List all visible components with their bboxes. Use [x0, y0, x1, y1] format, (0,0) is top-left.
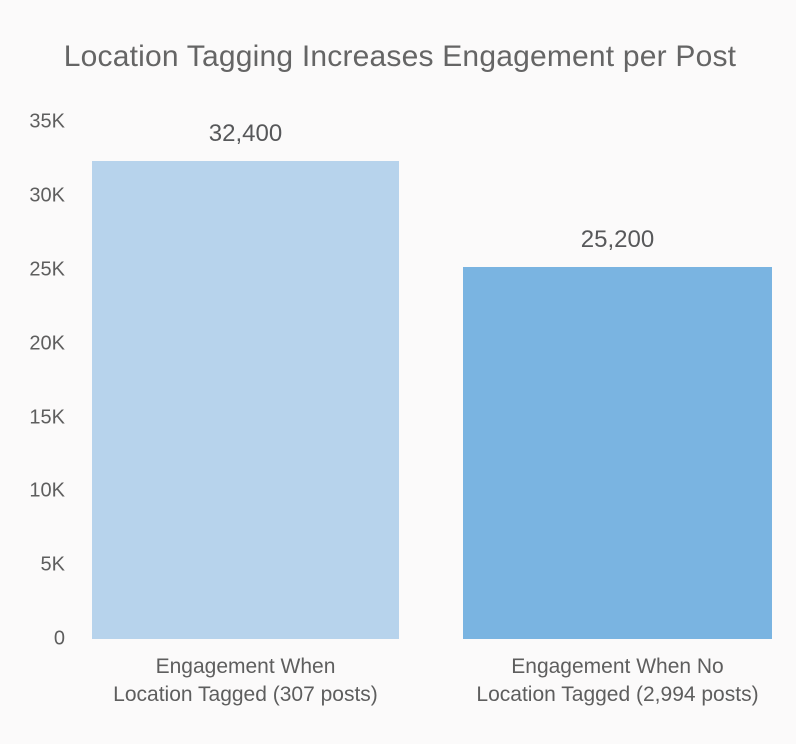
y-axis-tick-label: 35K [29, 110, 65, 133]
bar-value-label: 25,200 [580, 226, 655, 254]
bar-location-tagged [92, 160, 399, 639]
y-axis-tick-label: 10K [29, 479, 65, 502]
x-axis-label-line: Engagement When No [511, 655, 724, 678]
chart-title: Location Tagging Increases Engagement pe… [63, 40, 737, 73]
y-axis-tick-label: 15K [29, 406, 65, 429]
y-axis-tick-label: 0 [53, 627, 65, 650]
x-axis-label-line: Location Tagged (307 posts) [113, 683, 378, 706]
x-axis-category-label: Engagement When No Location Tagged (2,994… [418, 653, 796, 709]
y-axis-tick-label: 20K [29, 332, 65, 355]
x-axis-label-line: Location Tagged (2,994 posts) [476, 683, 759, 706]
bar-no-location-tagged [463, 267, 772, 639]
x-axis-category-label: Engagement When Location Tagged (307 post… [47, 653, 444, 709]
bar-value-label: 32,400 [208, 119, 283, 147]
y-axis-tick-label: 25K [29, 258, 65, 281]
x-axis-label-line: Engagement When [155, 655, 336, 678]
y-axis-tick-label: 5K [40, 553, 65, 576]
y-axis-tick-label: 30K [29, 184, 65, 207]
